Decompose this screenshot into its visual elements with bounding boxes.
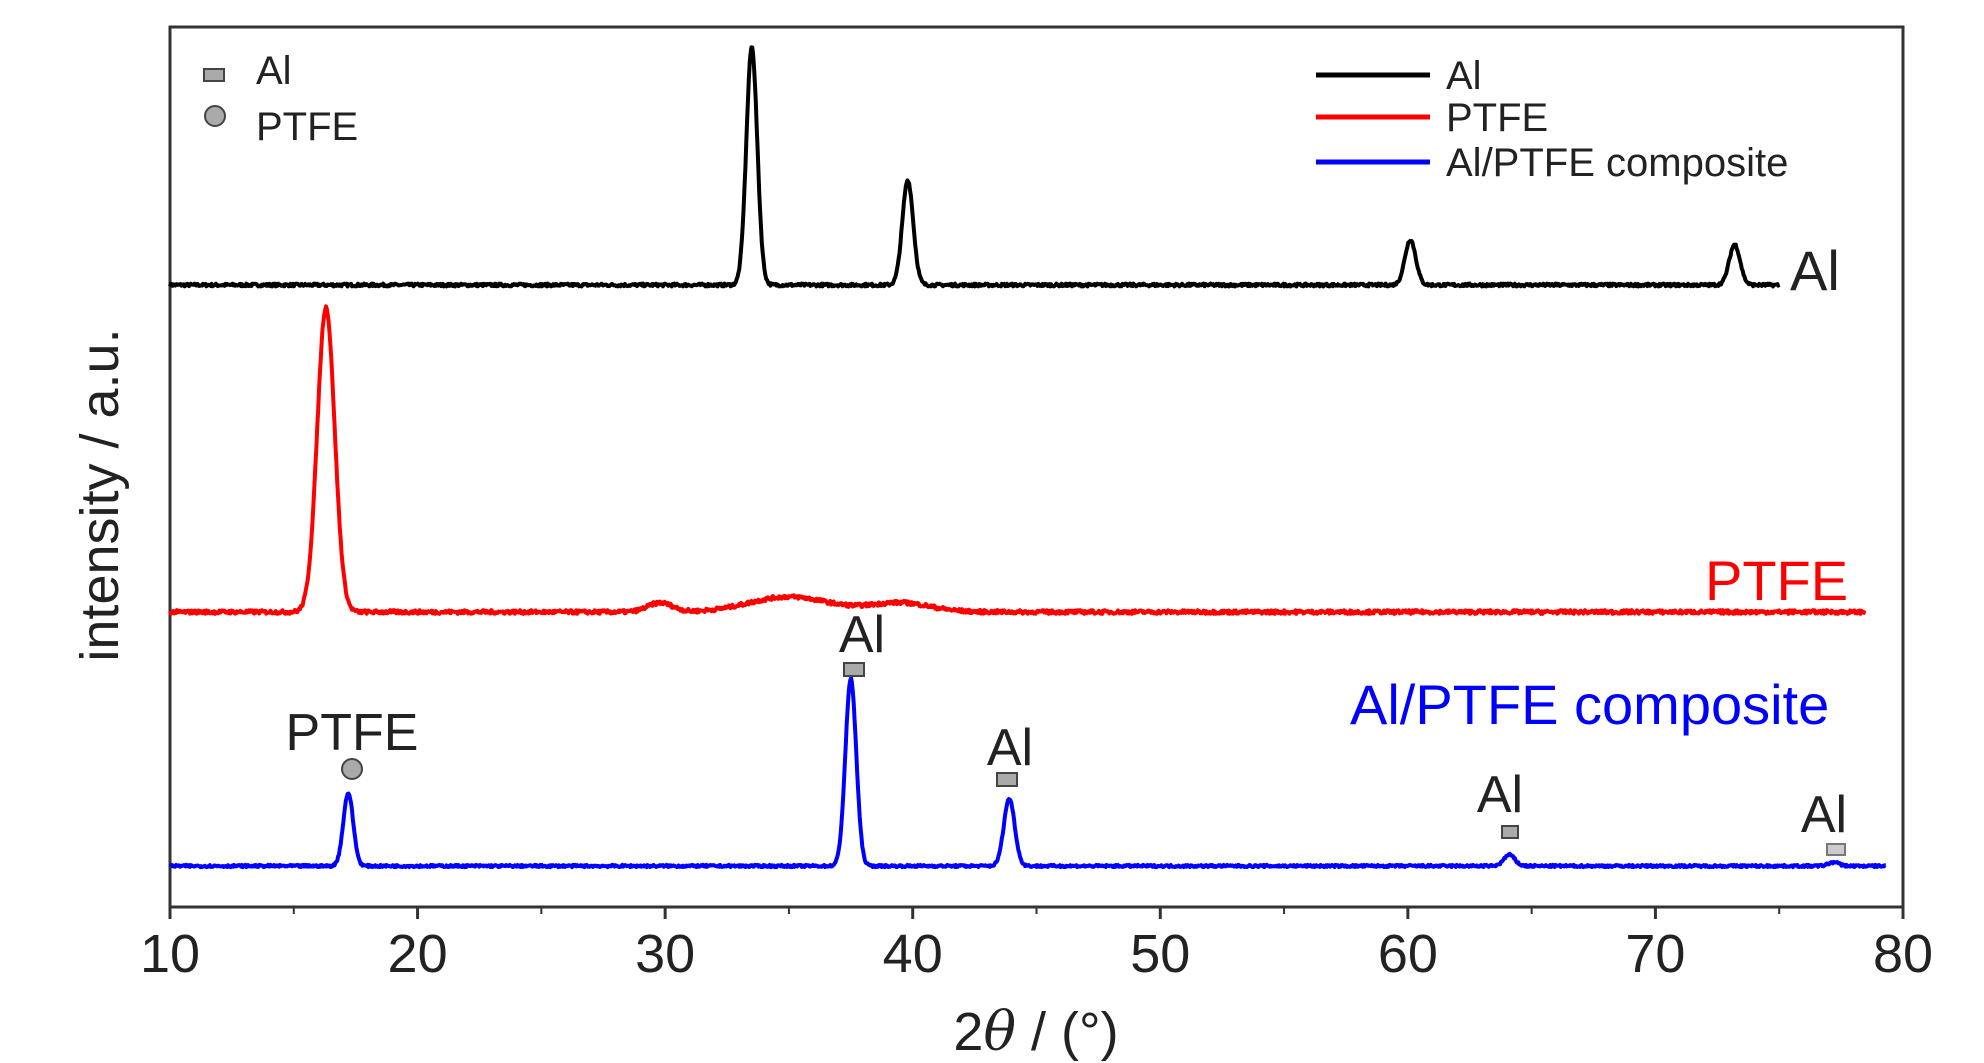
series-legend: Al PTFE Al/PTFE composite xyxy=(1316,54,1788,185)
legend-label-composite: Al/PTFE composite xyxy=(1446,141,1788,185)
x-tick-label-70: 70 xyxy=(1625,924,1685,984)
peak-marker-al-37 xyxy=(843,662,865,677)
legend-label-ptfe: PTFE xyxy=(1446,96,1548,140)
x-tick-label-10: 10 xyxy=(140,924,200,984)
series-layer xyxy=(168,45,1887,870)
peak-annotations: PTFE Al Al Al Al xyxy=(286,606,1847,856)
phase-legend-label-al: Al xyxy=(256,49,292,93)
x-tick-label-50: 50 xyxy=(1130,924,1190,984)
series-label-composite: Al/PTFE composite xyxy=(1350,673,1829,736)
series-line-1 xyxy=(168,45,1781,289)
peak-marker-al-44 xyxy=(996,772,1018,787)
peak-label-al-77: Al xyxy=(1801,786,1847,844)
legend-label-al: Al xyxy=(1446,54,1482,98)
peak-label-al-37: Al xyxy=(839,606,885,664)
peak-marker-al-77 xyxy=(1826,843,1846,856)
y-axis-title: intensity / a.u. xyxy=(70,328,130,661)
x-tick-label-80: 80 xyxy=(1873,924,1933,984)
peak-marker-al-64 xyxy=(1501,825,1519,839)
x-axis-title: 2θ / (°) xyxy=(953,1000,1118,1063)
peak-label-al-44: Al xyxy=(987,719,1033,777)
phase-legend-label-ptfe: PTFE xyxy=(256,105,358,149)
phase-legend: Al PTFE xyxy=(203,49,358,149)
peak-marker-ptfe xyxy=(341,758,363,780)
series-line-3 xyxy=(168,676,1887,870)
x-tick-label-30: 30 xyxy=(635,924,695,984)
peak-label-al-64: Al xyxy=(1477,766,1523,824)
x-tick-label-40: 40 xyxy=(883,924,943,984)
x-tick-label-20: 20 xyxy=(388,924,448,984)
plot-frame xyxy=(168,25,1905,909)
ptfe-circle-marker xyxy=(204,105,226,127)
series-line-2 xyxy=(168,304,1867,616)
x-tick-label-60: 60 xyxy=(1378,924,1438,984)
al-square-marker xyxy=(203,68,225,82)
series-label-al: Al xyxy=(1790,239,1840,302)
x-axis-ticks: 10 20 30 40 50 60 70 80 xyxy=(140,907,1933,984)
series-label-ptfe: PTFE xyxy=(1705,549,1848,612)
peak-label-ptfe: PTFE xyxy=(286,704,419,762)
